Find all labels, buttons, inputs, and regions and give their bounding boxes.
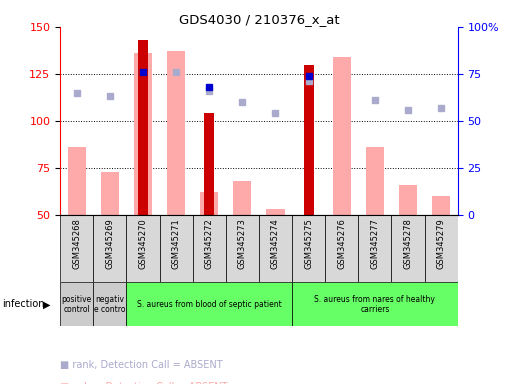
Bar bbox=[303, 65, 313, 215]
Bar bbox=[138, 40, 148, 215]
Text: ■ rank, Detection Call = ABSENT: ■ rank, Detection Call = ABSENT bbox=[60, 360, 223, 370]
Bar bbox=[127, 215, 160, 282]
Bar bbox=[67, 147, 86, 215]
Text: GSM345274: GSM345274 bbox=[271, 218, 280, 269]
Bar bbox=[366, 147, 384, 215]
Bar bbox=[167, 51, 185, 215]
Bar bbox=[101, 172, 119, 215]
Bar bbox=[226, 215, 259, 282]
Title: GDS4030 / 210376_x_at: GDS4030 / 210376_x_at bbox=[178, 13, 339, 26]
Bar bbox=[200, 192, 218, 215]
Bar bbox=[325, 215, 358, 282]
Text: S. aureus from blood of septic patient: S. aureus from blood of septic patient bbox=[137, 300, 281, 309]
Text: GSM345279: GSM345279 bbox=[437, 218, 446, 269]
Bar bbox=[127, 282, 292, 326]
Bar bbox=[233, 181, 252, 215]
Bar bbox=[266, 209, 285, 215]
Text: GSM345270: GSM345270 bbox=[139, 218, 147, 269]
Text: GSM345278: GSM345278 bbox=[403, 218, 413, 269]
Bar bbox=[60, 282, 93, 326]
Bar bbox=[259, 215, 292, 282]
Text: GSM345272: GSM345272 bbox=[204, 218, 214, 269]
Bar bbox=[93, 215, 127, 282]
Bar bbox=[358, 215, 391, 282]
Text: ■ value, Detection Call = ABSENT: ■ value, Detection Call = ABSENT bbox=[60, 382, 228, 384]
Bar bbox=[391, 215, 425, 282]
Text: positive
control: positive control bbox=[62, 295, 92, 314]
Text: infection: infection bbox=[3, 299, 45, 310]
Bar bbox=[204, 113, 214, 215]
Bar bbox=[160, 215, 192, 282]
Text: GSM345277: GSM345277 bbox=[370, 218, 379, 269]
Bar bbox=[333, 57, 351, 215]
Text: S. aureus from nares of healthy
carriers: S. aureus from nares of healthy carriers bbox=[314, 295, 435, 314]
Bar bbox=[192, 215, 226, 282]
Bar bbox=[93, 282, 127, 326]
Bar bbox=[134, 53, 152, 215]
Text: GSM345276: GSM345276 bbox=[337, 218, 346, 269]
Bar bbox=[292, 282, 458, 326]
Bar bbox=[292, 215, 325, 282]
Text: GSM345271: GSM345271 bbox=[172, 218, 180, 269]
Text: GSM345273: GSM345273 bbox=[238, 218, 247, 269]
Bar bbox=[432, 196, 450, 215]
Text: GSM345275: GSM345275 bbox=[304, 218, 313, 269]
Text: GSM345268: GSM345268 bbox=[72, 218, 81, 269]
Text: ▶: ▶ bbox=[43, 299, 51, 310]
Text: GSM345269: GSM345269 bbox=[105, 218, 115, 269]
Bar bbox=[399, 185, 417, 215]
Bar bbox=[425, 215, 458, 282]
Bar bbox=[60, 215, 93, 282]
Text: negativ
e contro: negativ e contro bbox=[94, 295, 126, 314]
